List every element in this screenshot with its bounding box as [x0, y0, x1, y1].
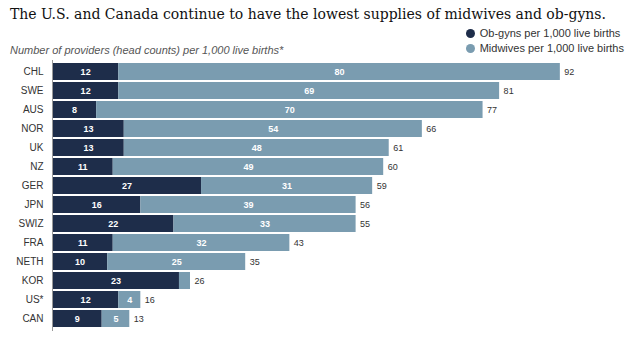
svg-text:5: 5 — [113, 313, 118, 323]
svg-text:NZ: NZ — [30, 161, 43, 172]
svg-text:8: 8 — [72, 104, 77, 114]
svg-text:27: 27 — [122, 180, 132, 190]
svg-text:33: 33 — [260, 218, 270, 228]
svg-text:JPN: JPN — [25, 199, 44, 210]
svg-text:55: 55 — [360, 218, 370, 228]
svg-text:31: 31 — [282, 180, 292, 190]
svg-text:12: 12 — [81, 294, 91, 304]
svg-text:4: 4 — [127, 294, 132, 304]
svg-text:80: 80 — [335, 66, 345, 76]
svg-text:CAN: CAN — [22, 313, 43, 324]
html-text:The U.S. and Canada continue t: The U.S. and Canada continue to have the… — [10, 6, 606, 22]
html-text:Midwives per 1,000 live births: Midwives per 1,000 live births — [479, 41, 624, 54]
svg-text:77: 77 — [487, 104, 497, 114]
svg-text:32: 32 — [197, 237, 207, 247]
svg-text:39: 39 — [243, 199, 253, 209]
svg-text:56: 56 — [360, 199, 370, 209]
svg-text:25: 25 — [172, 256, 182, 266]
svg-text:54: 54 — [268, 123, 278, 133]
svg-text:22: 22 — [108, 218, 118, 228]
svg-text:70: 70 — [285, 104, 295, 114]
html-text:Number of providers (head coun: Number of providers (head counts) per 1,… — [10, 43, 284, 56]
svg-text:69: 69 — [304, 85, 314, 95]
svg-text:US*: US* — [26, 294, 44, 305]
svg-text:10: 10 — [75, 256, 85, 266]
svg-text:UK: UK — [30, 142, 44, 153]
svg-text:12: 12 — [81, 85, 91, 95]
svg-text:AUS: AUS — [23, 104, 44, 115]
svg-text:81: 81 — [504, 85, 514, 95]
svg-text:9: 9 — [75, 313, 80, 323]
svg-text:11: 11 — [78, 237, 88, 247]
svg-text:11: 11 — [78, 161, 88, 171]
svg-text:48: 48 — [252, 142, 262, 152]
svg-text:43: 43 — [294, 237, 304, 247]
svg-text:CHL: CHL — [23, 66, 43, 77]
svg-text:NETH: NETH — [16, 256, 43, 267]
svg-text:16: 16 — [145, 294, 155, 304]
svg-text:61: 61 — [393, 142, 403, 152]
svg-text:13: 13 — [83, 142, 93, 152]
svg-text:16: 16 — [92, 199, 102, 209]
svg-text:49: 49 — [243, 161, 253, 171]
html-text:Ob-gyns per 1,000 live births: Ob-gyns per 1,000 live births — [479, 26, 621, 39]
svg-text:FRA: FRA — [24, 237, 44, 248]
svg-text:NOR: NOR — [21, 123, 43, 134]
svg-text:SWE: SWE — [21, 85, 44, 96]
svg-text:13: 13 — [134, 313, 144, 323]
svg-text:SWIZ: SWIZ — [19, 218, 44, 229]
svg-text:66: 66 — [426, 123, 436, 133]
svg-text:13: 13 — [83, 123, 93, 133]
svg-text:92: 92 — [564, 66, 574, 76]
svg-text:59: 59 — [377, 180, 387, 190]
svg-text:12: 12 — [81, 66, 91, 76]
svg-text:35: 35 — [250, 256, 260, 266]
svg-text:KOR: KOR — [22, 275, 44, 286]
svg-text:23: 23 — [111, 275, 121, 285]
svg-text:GER: GER — [22, 180, 44, 191]
svg-text:26: 26 — [195, 275, 205, 285]
svg-text:60: 60 — [388, 161, 398, 171]
